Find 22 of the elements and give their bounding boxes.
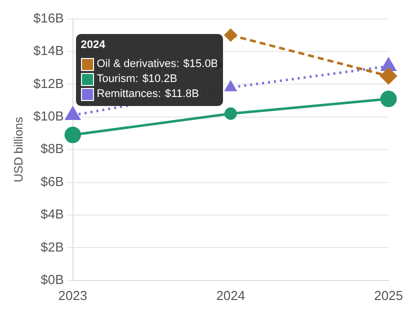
x-tick-label: 2025 bbox=[374, 288, 403, 303]
x-tick-label: 2023 bbox=[58, 288, 88, 303]
y-tick-label: $10B bbox=[33, 108, 64, 124]
x-tick-label: 2024 bbox=[216, 288, 246, 303]
annotation: $10.2B bbox=[142, 72, 178, 88]
y-tick-label: $16B bbox=[33, 10, 64, 26]
point bbox=[380, 90, 397, 108]
y-tick-label: $2B bbox=[40, 239, 64, 254]
y-tick-label: $8B bbox=[40, 141, 64, 156]
annotation: $11.8B bbox=[164, 87, 200, 102]
point bbox=[64, 126, 82, 144]
annotation: $15.0B bbox=[183, 57, 218, 72]
legend-label: Tourism: bbox=[96, 72, 138, 88]
y-tick-label: $6B bbox=[40, 174, 64, 189]
y-tick-label: $0B bbox=[40, 272, 64, 287]
y-tick-label: $4B bbox=[40, 206, 64, 222]
y-tick-label: $12B bbox=[33, 76, 64, 91]
legend-title: 2024 bbox=[80, 38, 106, 54]
y-axis-title: USD billions bbox=[12, 116, 26, 182]
y-tick-label: $14B bbox=[33, 43, 64, 58]
legend-label: Oil & derivatives: bbox=[96, 57, 180, 72]
legend-label: Remittances: bbox=[96, 87, 161, 102]
